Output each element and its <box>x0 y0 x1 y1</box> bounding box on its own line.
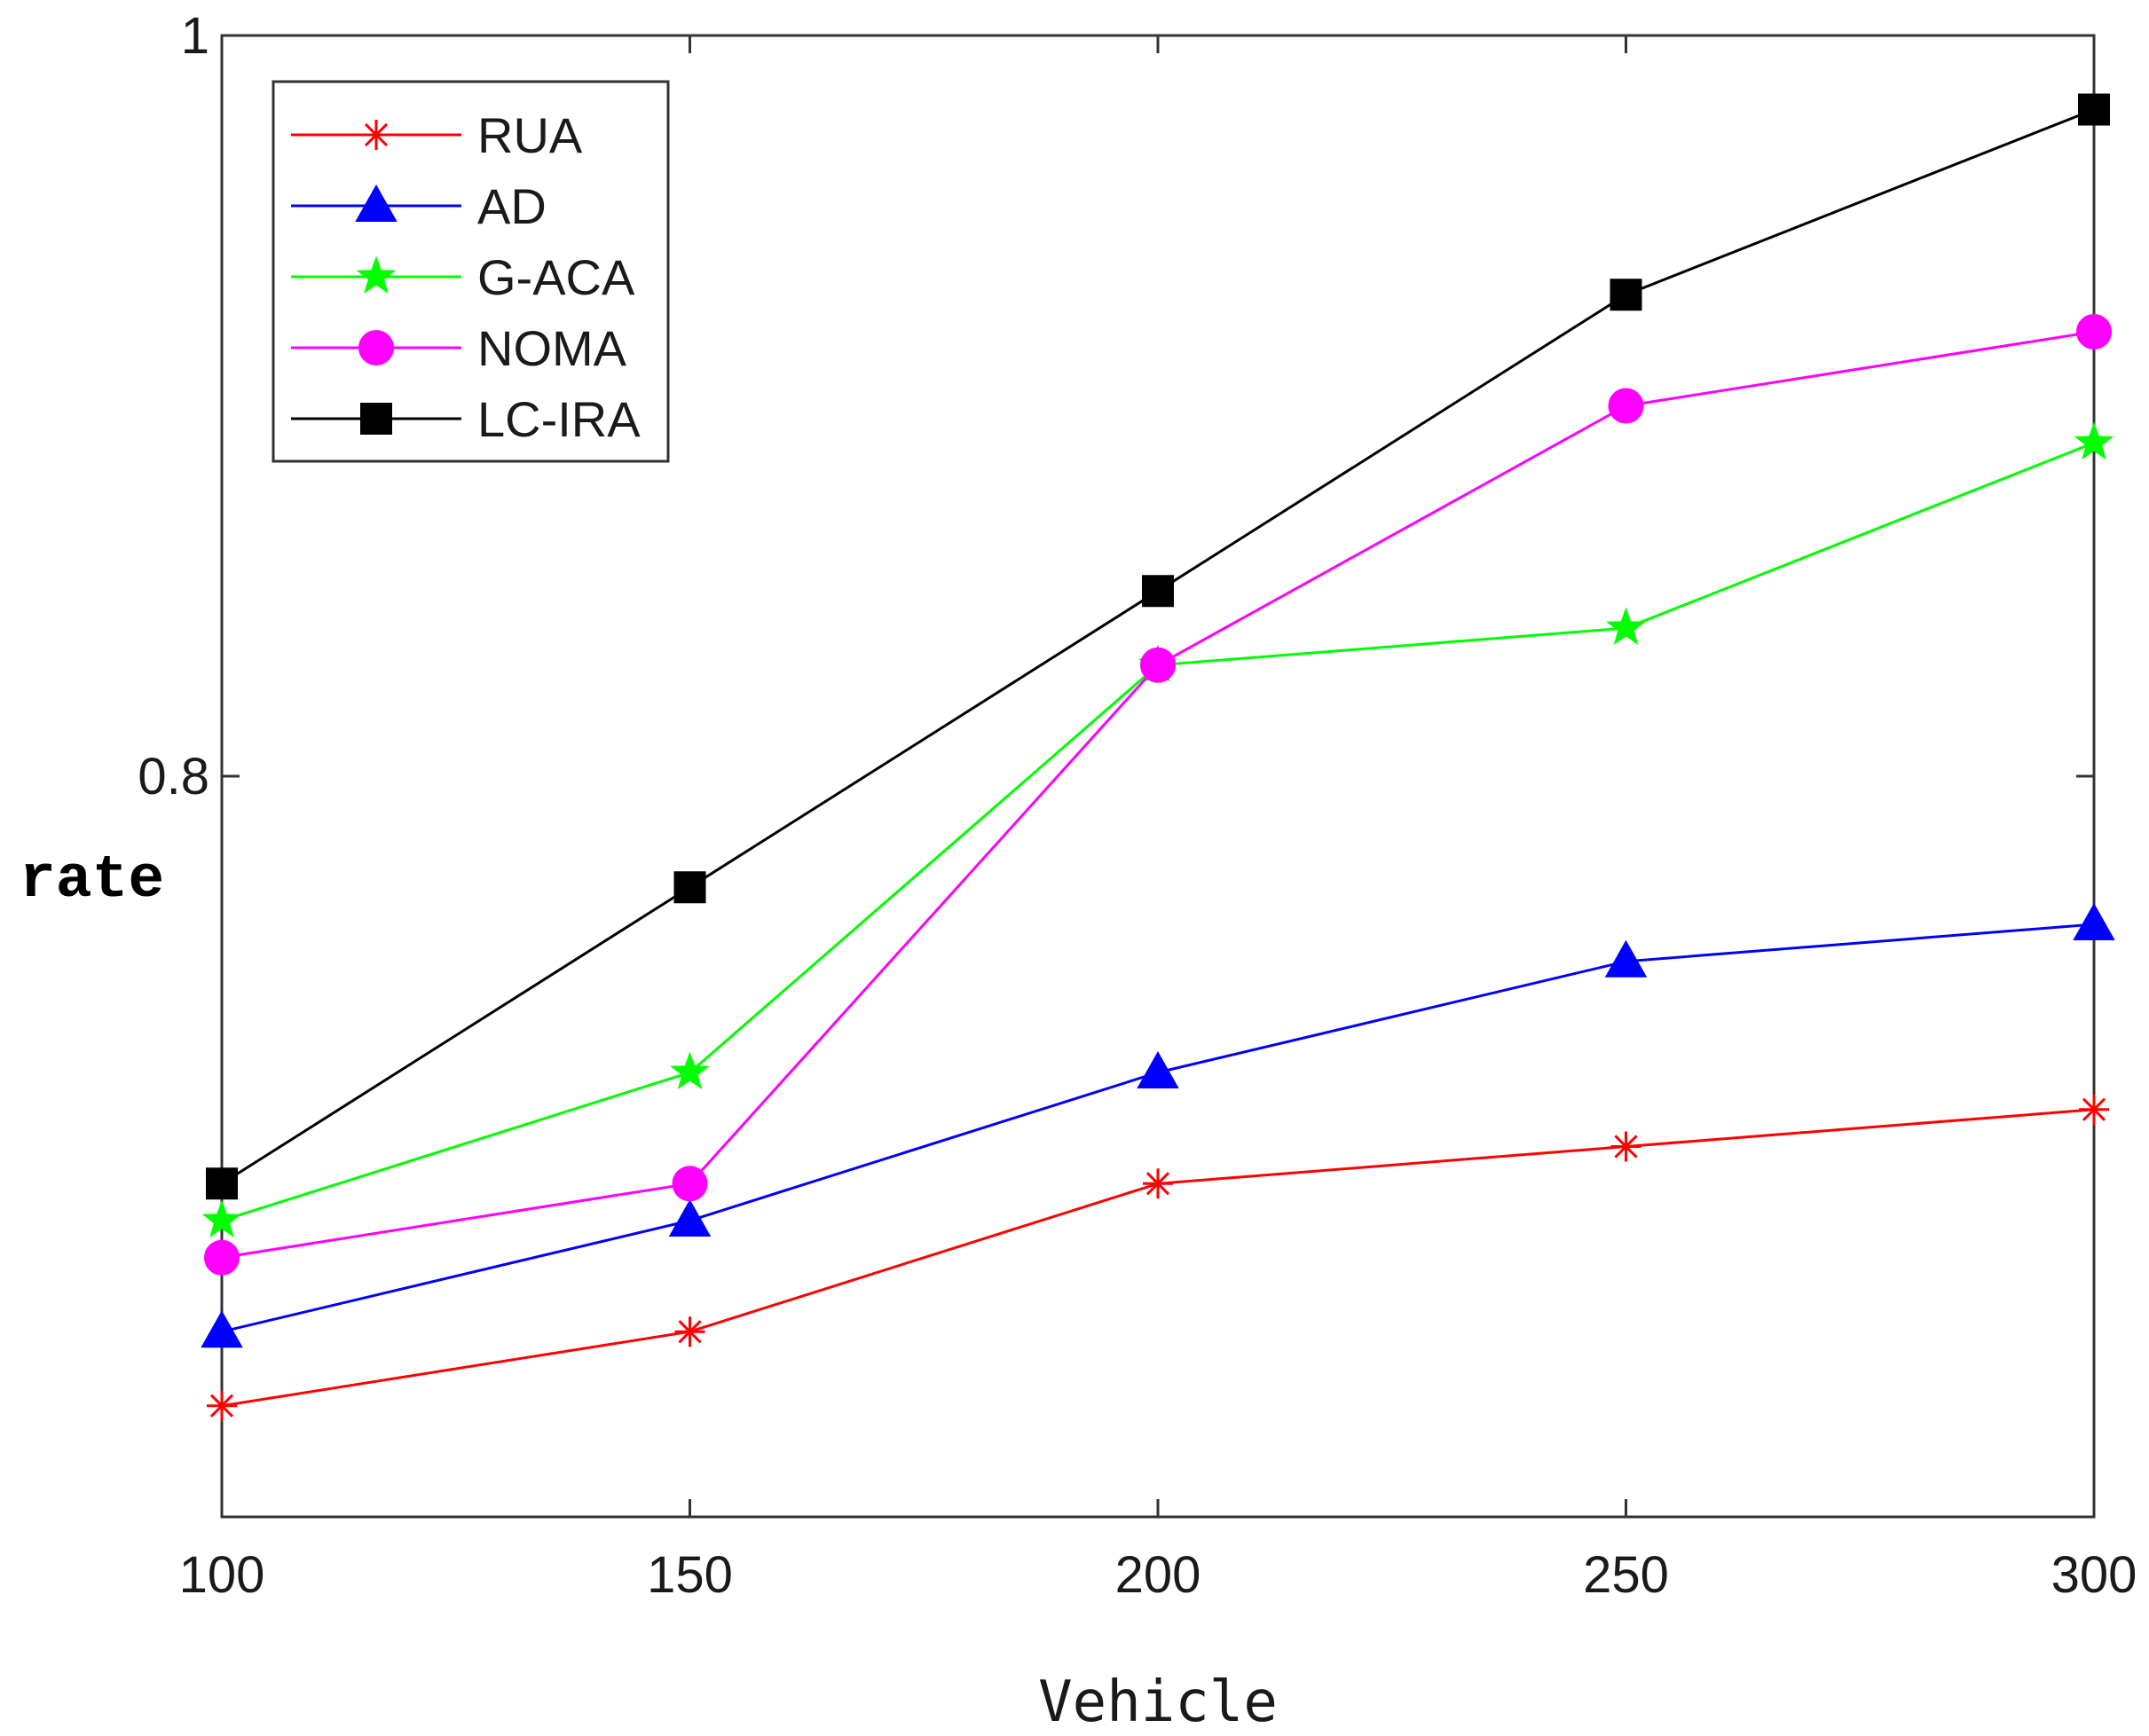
data-point-ad <box>2073 902 2115 940</box>
legend-label: NOMA <box>477 320 627 376</box>
data-point-lc-ira <box>206 1167 238 1200</box>
data-point-lc-ira <box>1142 575 1174 608</box>
y-axis: 0.81 <box>138 7 2094 805</box>
data-point-ad <box>1137 1050 1179 1088</box>
legend-item-g-aca: G-ACA <box>291 249 635 305</box>
legend-marker <box>356 255 397 294</box>
x-axis: 100 150 200 250 300 <box>179 35 2137 1604</box>
legend-box <box>272 80 670 463</box>
data-point-rua <box>2079 1094 2109 1125</box>
data-point-ad <box>668 1198 712 1237</box>
data-point-ad <box>1604 939 1648 978</box>
legend-marker <box>360 403 392 435</box>
legend-item-rua: RUA <box>291 107 583 163</box>
legend-marker <box>355 184 398 222</box>
x-axis-title: Vehicle <box>1038 1669 1278 1735</box>
legend: RUA AD G-ACA NOMA LC-IRA <box>272 80 670 463</box>
x-tick-label: 100 <box>179 1546 265 1604</box>
legend-label: LC-IRA <box>477 391 641 447</box>
series-rua <box>207 1094 2109 1421</box>
legend-marker <box>361 120 391 150</box>
series-noma <box>204 314 2112 1276</box>
data-point-lc-ira <box>1610 279 1642 311</box>
data-point-rua <box>1610 1131 1641 1162</box>
data-point-ad <box>201 1310 243 1348</box>
y-axis-title: rate <box>20 846 164 915</box>
y-tick-label: 1 <box>181 7 209 65</box>
legend-marker <box>358 330 394 365</box>
x-tick-label: 300 <box>2051 1546 2137 1604</box>
series-layer <box>201 93 2115 1421</box>
series-lc-ira <box>206 93 2110 1200</box>
data-point-lc-ira <box>673 871 706 904</box>
x-tick-label: 200 <box>1115 1546 1201 1604</box>
data-point-noma <box>204 1239 240 1276</box>
data-point-rua <box>207 1390 237 1421</box>
x-tick-label: 250 <box>1583 1546 1669 1604</box>
data-point-g-aca <box>670 1051 710 1089</box>
series-ad <box>201 902 2115 1348</box>
data-point-g-aca <box>2074 421 2114 460</box>
legend-item-lc-ira: LC-IRA <box>291 391 641 447</box>
legend-label: RUA <box>477 107 583 163</box>
x-tick-label: 150 <box>647 1546 733 1604</box>
data-point-g-aca <box>1606 607 1646 645</box>
data-point-noma <box>1140 647 1176 683</box>
data-point-noma <box>2076 314 2112 350</box>
legend-label: G-ACA <box>477 249 635 305</box>
data-point-noma <box>1608 388 1644 424</box>
data-point-noma <box>672 1166 708 1202</box>
y-tick-label: 0.8 <box>138 748 209 805</box>
data-point-rua <box>674 1316 705 1347</box>
legend-item-ad: AD <box>291 178 547 234</box>
data-point-rua <box>1143 1168 1173 1199</box>
data-point-lc-ira <box>2078 93 2110 126</box>
legend-label: AD <box>477 178 547 234</box>
legend-item-noma: NOMA <box>291 320 627 376</box>
data-point-g-aca <box>201 1199 242 1237</box>
